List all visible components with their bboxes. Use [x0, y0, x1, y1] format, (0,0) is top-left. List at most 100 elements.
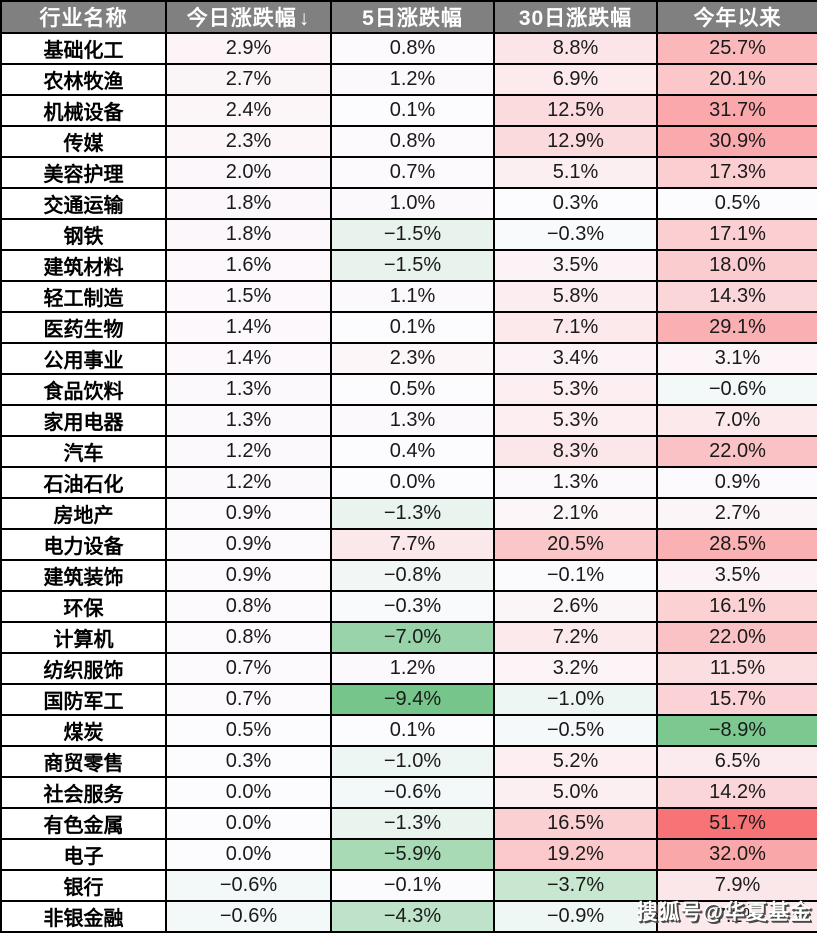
column-header-4[interactable]: 今年以来: [656, 0, 817, 34]
table-row: 医药生物 1.4% 0.1% 7.1% 29.1%: [0, 311, 817, 344]
value-cell-col-2: −1.3%: [330, 497, 495, 530]
value-cell-col-3: 2.6%: [493, 590, 658, 623]
value-cell-col-1: −0.6%: [165, 869, 332, 902]
industry-name-cell: 传媒: [0, 125, 167, 158]
value-cell-col-1: 1.2%: [165, 466, 332, 499]
value-cell-col-3: 0.3%: [493, 187, 658, 220]
value-cell-col-4: 7.2%: [656, 900, 817, 933]
industry-name-cell: 家用电器: [0, 404, 167, 437]
industry-name-cell: 商贸零售: [0, 745, 167, 778]
value-cell-col-1: 0.9%: [165, 559, 332, 592]
industry-name-cell: 轻工制造: [0, 280, 167, 313]
column-header-2[interactable]: 5日涨跌幅: [330, 0, 495, 34]
industry-name-cell: 银行: [0, 869, 167, 902]
table-row: 美容护理 2.0% 0.7% 5.1% 17.3%: [0, 156, 817, 189]
table-row: 农林牧渔 2.7% 1.2% 6.9% 20.1%: [0, 63, 817, 96]
table-row: 电子 0.0% −5.9% 19.2% 32.0%: [0, 838, 817, 871]
table-row: 银行 −0.6% −0.1% −3.7% 7.9%: [0, 869, 817, 902]
table-row: 社会服务 0.0% −0.6% 5.0% 14.2%: [0, 776, 817, 809]
table-row: 纺织服饰 0.7% 1.2% 3.2% 11.5%: [0, 652, 817, 685]
value-cell-col-3: 3.2%: [493, 652, 658, 685]
value-cell-col-4: 2.7%: [656, 497, 817, 530]
value-cell-col-1: 2.4%: [165, 94, 332, 127]
value-cell-col-1: 1.3%: [165, 373, 332, 406]
value-cell-col-4: 17.1%: [656, 218, 817, 251]
value-cell-col-4: 22.0%: [656, 435, 817, 468]
table-body: 基础化工 2.9% 0.8% 8.8% 25.7% 农林牧渔 2.7% 1.2% 6.9% 20.…: [0, 32, 817, 933]
value-cell-col-2: 1.0%: [330, 187, 495, 220]
table-row: 石油石化 1.2% 0.0% 1.3% 0.9%: [0, 466, 817, 499]
value-cell-col-2: 0.7%: [330, 156, 495, 189]
industry-name-cell: 环保: [0, 590, 167, 623]
value-cell-col-1: 0.3%: [165, 745, 332, 778]
value-cell-col-3: 12.9%: [493, 125, 658, 158]
value-cell-col-1: 1.4%: [165, 311, 332, 344]
value-cell-col-3: −1.0%: [493, 683, 658, 716]
table-row: 环保 0.8% −0.3% 2.6% 16.1%: [0, 590, 817, 623]
industry-name-cell: 电力设备: [0, 528, 167, 561]
value-cell-col-1: 0.0%: [165, 776, 332, 809]
column-header-0[interactable]: 行业名称: [0, 0, 167, 34]
value-cell-col-4: 14.2%: [656, 776, 817, 809]
industry-name-cell: 公用事业: [0, 342, 167, 375]
value-cell-col-3: 5.1%: [493, 156, 658, 189]
industry-name-cell: 医药生物: [0, 311, 167, 344]
value-cell-col-2: −1.5%: [330, 249, 495, 282]
header-row: 行业名称 今日涨跌幅↓ 5日涨跌幅 30日涨跌幅 今年以来: [0, 0, 817, 34]
value-cell-col-3: 1.3%: [493, 466, 658, 499]
value-cell-col-4: 30.9%: [656, 125, 817, 158]
table-row: 计算机 0.8% −7.0% 7.2% 22.0%: [0, 621, 817, 654]
value-cell-col-2: 0.8%: [330, 32, 495, 65]
industry-name-cell: 汽车: [0, 435, 167, 468]
value-cell-col-1: 2.9%: [165, 32, 332, 65]
value-cell-col-2: −7.0%: [330, 621, 495, 654]
value-cell-col-3: 5.0%: [493, 776, 658, 809]
industry-name-cell: 建筑材料: [0, 249, 167, 282]
value-cell-col-2: −1.0%: [330, 745, 495, 778]
industry-name-cell: 美容护理: [0, 156, 167, 189]
table-row: 食品饮料 1.3% 0.5% 5.3% −0.6%: [0, 373, 817, 406]
table-row: 机械设备 2.4% 0.1% 12.5% 31.7%: [0, 94, 817, 127]
table-row: 钢铁 1.8% −1.5% −0.3% 17.1%: [0, 218, 817, 251]
column-header-label: 行业名称: [39, 7, 128, 30]
value-cell-col-3: 3.4%: [493, 342, 658, 375]
value-cell-col-3: −0.1%: [493, 559, 658, 592]
column-header-1[interactable]: 今日涨跌幅↓: [165, 0, 332, 34]
industry-name-cell: 建筑装饰: [0, 559, 167, 592]
value-cell-col-4: 3.5%: [656, 559, 817, 592]
table-row: 轻工制造 1.5% 1.1% 5.8% 14.3%: [0, 280, 817, 313]
value-cell-col-3: −3.7%: [493, 869, 658, 902]
value-cell-col-1: 2.0%: [165, 156, 332, 189]
value-cell-col-3: 16.5%: [493, 807, 658, 840]
value-cell-col-4: 7.9%: [656, 869, 817, 902]
industry-name-cell: 煤炭: [0, 714, 167, 747]
table-row: 传媒 2.3% 0.8% 12.9% 30.9%: [0, 125, 817, 158]
value-cell-col-4: 6.5%: [656, 745, 817, 778]
industry-name-cell: 社会服务: [0, 776, 167, 809]
value-cell-col-4: 14.3%: [656, 280, 817, 313]
value-cell-col-4: 7.0%: [656, 404, 817, 437]
value-cell-col-4: 28.5%: [656, 528, 817, 561]
value-cell-col-3: 2.1%: [493, 497, 658, 530]
value-cell-col-4: 3.1%: [656, 342, 817, 375]
industry-name-cell: 食品饮料: [0, 373, 167, 406]
value-cell-col-1: 1.2%: [165, 435, 332, 468]
value-cell-col-4: 0.9%: [656, 466, 817, 499]
value-cell-col-1: 1.5%: [165, 280, 332, 313]
column-header-label: 30日涨跌幅: [518, 7, 633, 30]
industry-name-cell: 电子: [0, 838, 167, 871]
value-cell-col-3: 5.3%: [493, 404, 658, 437]
value-cell-col-3: 6.9%: [493, 63, 658, 96]
value-cell-col-4: 22.0%: [656, 621, 817, 654]
table-row: 国防军工 0.7% −9.4% −1.0% 15.7%: [0, 683, 817, 716]
value-cell-col-2: 0.1%: [330, 714, 495, 747]
table-row: 基础化工 2.9% 0.8% 8.8% 25.7%: [0, 32, 817, 65]
value-cell-col-4: −8.9%: [656, 714, 817, 747]
column-header-3[interactable]: 30日涨跌幅: [493, 0, 658, 34]
value-cell-col-1: −0.6%: [165, 900, 332, 933]
value-cell-col-1: 0.7%: [165, 652, 332, 685]
value-cell-col-1: 0.9%: [165, 497, 332, 530]
industry-name-cell: 交通运输: [0, 187, 167, 220]
value-cell-col-4: 20.1%: [656, 63, 817, 96]
value-cell-col-1: 2.3%: [165, 125, 332, 158]
